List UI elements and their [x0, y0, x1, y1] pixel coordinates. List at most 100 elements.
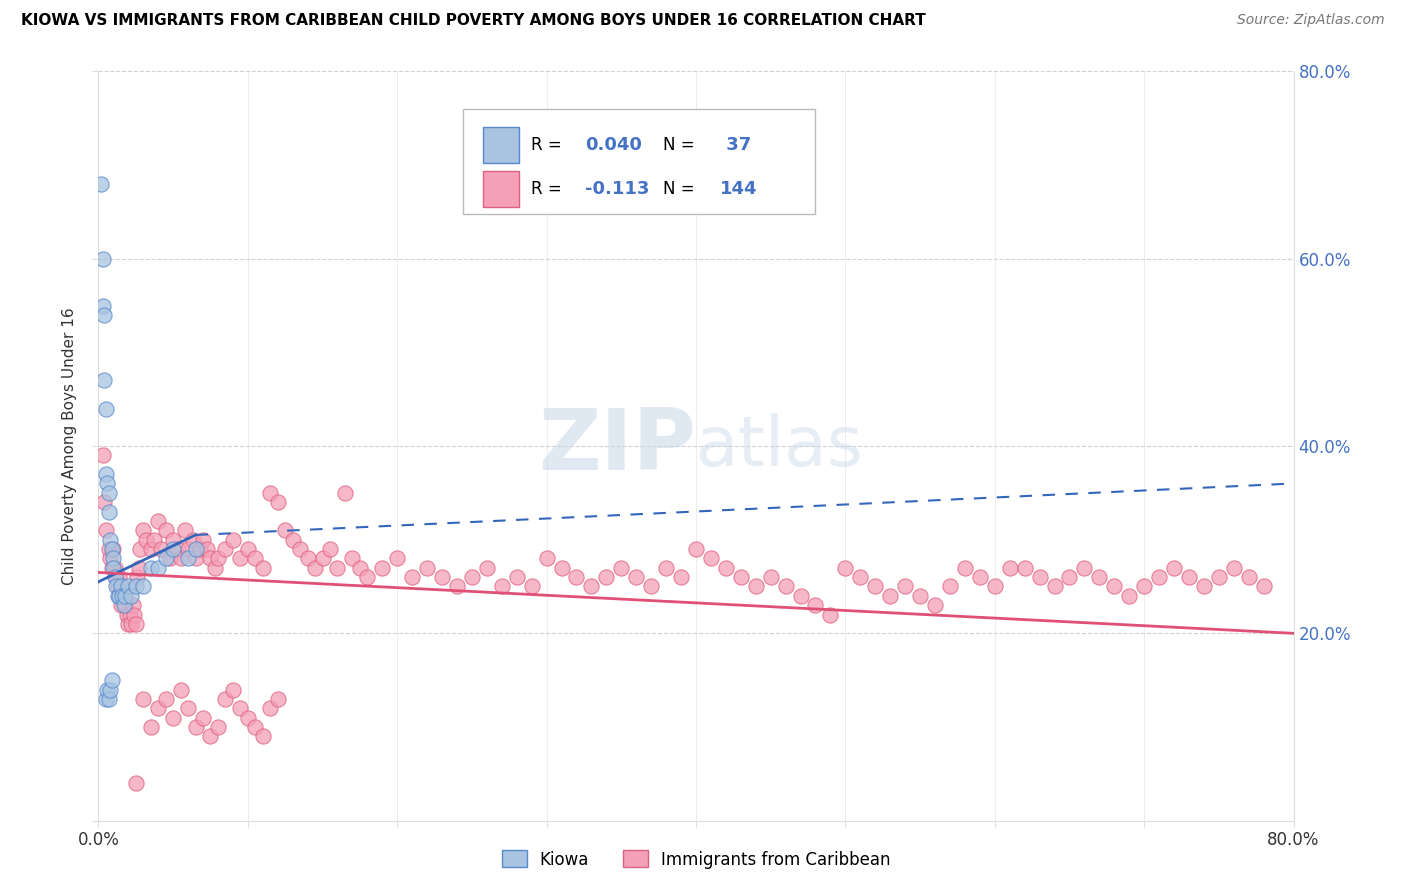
- Point: [139, 561, 162, 575]
- Point: [97, 505, 120, 519]
- Point: [491, 580, 513, 594]
- Point: [222, 533, 245, 547]
- Point: [125, 776, 148, 790]
- Point: [207, 551, 229, 566]
- Point: [93, 495, 115, 509]
- Point: [685, 542, 707, 557]
- Point: [274, 524, 297, 538]
- Point: [759, 570, 782, 584]
- Point: [998, 561, 1021, 575]
- Point: [101, 561, 124, 575]
- Point: [181, 533, 204, 547]
- Text: 0.040: 0.040: [585, 136, 641, 153]
- Point: [1059, 570, 1081, 584]
- Point: [166, 542, 188, 557]
- Point: [105, 570, 128, 584]
- Point: [1133, 580, 1156, 594]
- Text: -0.113: -0.113: [585, 179, 650, 197]
- Point: [267, 495, 290, 509]
- Point: [730, 570, 752, 584]
- Point: [1223, 561, 1246, 575]
- Point: [281, 533, 304, 547]
- Point: [319, 542, 342, 557]
- Point: [112, 599, 135, 613]
- Point: [125, 580, 148, 594]
- Point: [117, 580, 139, 594]
- Point: [148, 514, 170, 528]
- Point: [148, 701, 170, 715]
- Point: [229, 701, 252, 715]
- Point: [104, 561, 127, 575]
- Point: [127, 570, 149, 584]
- Point: [1253, 580, 1275, 594]
- Point: [1237, 570, 1260, 584]
- Point: [245, 551, 267, 566]
- Text: N =: N =: [662, 179, 699, 197]
- Point: [1104, 580, 1126, 594]
- Point: [98, 682, 122, 697]
- Point: [804, 599, 827, 613]
- Point: [142, 533, 165, 547]
- Y-axis label: Child Poverty Among Boys Under 16: Child Poverty Among Boys Under 16: [62, 307, 77, 585]
- Point: [204, 561, 226, 575]
- Point: [155, 524, 177, 538]
- Point: [162, 533, 184, 547]
- Point: [177, 701, 200, 715]
- Point: [162, 710, 184, 724]
- Point: [789, 589, 811, 603]
- Point: [953, 561, 976, 575]
- Point: [401, 570, 423, 584]
- Point: [159, 551, 181, 566]
- Point: [222, 682, 245, 697]
- Text: atlas: atlas: [696, 412, 863, 480]
- Text: R =: R =: [531, 136, 567, 153]
- Point: [197, 542, 219, 557]
- Point: [105, 580, 128, 594]
- Point: [610, 561, 633, 575]
- Point: [640, 580, 662, 594]
- Point: [108, 589, 131, 603]
- Point: [103, 542, 125, 557]
- Point: [91, 298, 114, 313]
- Point: [342, 551, 364, 566]
- Point: [97, 692, 120, 706]
- Point: [1014, 561, 1036, 575]
- Point: [97, 486, 120, 500]
- Point: [820, 607, 842, 622]
- Point: [112, 589, 135, 603]
- Point: [506, 570, 529, 584]
- Point: [169, 682, 191, 697]
- Point: [536, 551, 558, 566]
- Point: [96, 682, 118, 697]
- Point: [177, 542, 200, 557]
- Point: [700, 551, 723, 566]
- Point: [304, 561, 326, 575]
- Point: [655, 561, 678, 575]
- Point: [120, 617, 142, 632]
- Point: [121, 599, 143, 613]
- Text: N =: N =: [662, 136, 699, 153]
- Text: R =: R =: [531, 179, 567, 197]
- Point: [110, 599, 132, 613]
- Point: [191, 710, 214, 724]
- Point: [908, 589, 931, 603]
- Point: [214, 692, 236, 706]
- Point: [107, 589, 129, 603]
- Point: [98, 551, 122, 566]
- Point: [849, 570, 872, 584]
- Point: [475, 561, 498, 575]
- Legend: Kiowa, Immigrants from Caribbean: Kiowa, Immigrants from Caribbean: [502, 850, 890, 869]
- Point: [297, 551, 319, 566]
- Point: [834, 561, 856, 575]
- Point: [129, 542, 152, 557]
- Point: [108, 570, 131, 584]
- Point: [969, 570, 991, 584]
- Text: Source: ZipAtlas.com: Source: ZipAtlas.com: [1237, 13, 1385, 28]
- Point: [155, 692, 177, 706]
- Point: [184, 720, 207, 734]
- Point: [259, 701, 281, 715]
- Point: [207, 720, 229, 734]
- Point: [356, 570, 378, 584]
- Point: [416, 561, 439, 575]
- Point: [118, 607, 141, 622]
